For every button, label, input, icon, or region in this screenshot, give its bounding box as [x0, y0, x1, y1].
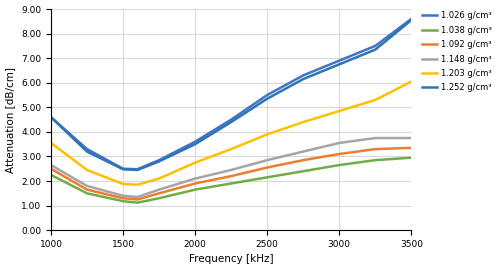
1.252 g/cm³ [120, 168, 126, 171]
X-axis label: Frequency [kHz]: Frequency [kHz] [189, 254, 274, 264]
1.252 g/cm³ [48, 116, 54, 119]
1.203 g/cm³ [264, 133, 270, 136]
1.092 g/cm³ [408, 146, 414, 150]
Line: 1.026 g/cm³: 1.026 g/cm³ [51, 19, 412, 169]
1.148 g/cm³ [336, 141, 342, 144]
1.092 g/cm³ [120, 197, 126, 200]
1.092 g/cm³ [228, 174, 234, 178]
1.148 g/cm³ [300, 150, 306, 153]
Line: 1.252 g/cm³: 1.252 g/cm³ [51, 20, 412, 170]
Line: 1.038 g/cm³: 1.038 g/cm³ [51, 158, 412, 203]
1.026 g/cm³ [192, 140, 198, 143]
Legend: 1.026 g/cm³, 1.038 g/cm³, 1.092 g/cm³, 1.148 g/cm³, 1.203 g/cm³, 1.252 g/cm³: 1.026 g/cm³, 1.038 g/cm³, 1.092 g/cm³, 1… [419, 9, 494, 95]
1.026 g/cm³ [372, 44, 378, 48]
1.148 g/cm³ [264, 158, 270, 162]
1.148 g/cm³ [134, 195, 140, 199]
1.252 g/cm³ [228, 120, 234, 124]
1.252 g/cm³ [134, 168, 140, 172]
1.148 g/cm³ [84, 184, 90, 188]
1.092 g/cm³ [156, 192, 162, 195]
1.092 g/cm³ [336, 152, 342, 156]
1.148 g/cm³ [372, 136, 378, 140]
1.092 g/cm³ [300, 158, 306, 162]
1.092 g/cm³ [84, 188, 90, 191]
1.038 g/cm³ [336, 163, 342, 167]
1.252 g/cm³ [156, 160, 162, 163]
1.148 g/cm³ [120, 194, 126, 197]
1.038 g/cm³ [84, 192, 90, 195]
1.026 g/cm³ [120, 167, 126, 170]
1.203 g/cm³ [300, 120, 306, 124]
1.026 g/cm³ [336, 59, 342, 62]
1.203 g/cm³ [408, 80, 414, 83]
1.252 g/cm³ [408, 18, 414, 22]
1.203 g/cm³ [84, 168, 90, 172]
1.148 g/cm³ [48, 163, 54, 167]
1.092 g/cm³ [192, 182, 198, 185]
Line: 1.203 g/cm³: 1.203 g/cm³ [51, 82, 412, 185]
1.252 g/cm³ [192, 143, 198, 146]
1.026 g/cm³ [134, 168, 140, 171]
1.038 g/cm³ [372, 158, 378, 162]
1.203 g/cm³ [156, 177, 162, 180]
1.203 g/cm³ [228, 147, 234, 151]
1.026 g/cm³ [156, 158, 162, 162]
1.203 g/cm³ [372, 98, 378, 102]
1.026 g/cm³ [84, 147, 90, 151]
1.148 g/cm³ [228, 168, 234, 172]
1.252 g/cm³ [336, 63, 342, 66]
1.252 g/cm³ [264, 97, 270, 100]
1.026 g/cm³ [408, 17, 414, 21]
1.026 g/cm³ [300, 74, 306, 77]
1.038 g/cm³ [134, 201, 140, 204]
1.026 g/cm³ [264, 93, 270, 97]
1.038 g/cm³ [156, 197, 162, 200]
1.026 g/cm³ [228, 118, 234, 121]
1.203 g/cm³ [48, 141, 54, 144]
Y-axis label: Attenuation [dB/cm]: Attenuation [dB/cm] [6, 67, 16, 173]
1.092 g/cm³ [48, 167, 54, 170]
1.148 g/cm³ [156, 188, 162, 191]
1.252 g/cm³ [300, 77, 306, 81]
1.203 g/cm³ [134, 183, 140, 186]
Line: 1.148 g/cm³: 1.148 g/cm³ [51, 138, 412, 197]
1.252 g/cm³ [84, 150, 90, 153]
1.148 g/cm³ [192, 177, 198, 180]
1.203 g/cm³ [192, 161, 198, 164]
1.203 g/cm³ [120, 182, 126, 185]
1.092 g/cm³ [264, 166, 270, 169]
1.092 g/cm³ [372, 147, 378, 151]
1.038 g/cm³ [264, 176, 270, 179]
1.038 g/cm³ [192, 188, 198, 191]
1.038 g/cm³ [408, 156, 414, 159]
1.026 g/cm³ [48, 116, 54, 119]
Line: 1.092 g/cm³: 1.092 g/cm³ [51, 148, 412, 200]
1.252 g/cm³ [372, 48, 378, 51]
1.038 g/cm³ [300, 170, 306, 173]
1.203 g/cm³ [336, 109, 342, 113]
1.038 g/cm³ [48, 173, 54, 177]
1.148 g/cm³ [408, 136, 414, 140]
1.038 g/cm³ [120, 200, 126, 203]
1.038 g/cm³ [228, 182, 234, 185]
1.092 g/cm³ [134, 198, 140, 201]
